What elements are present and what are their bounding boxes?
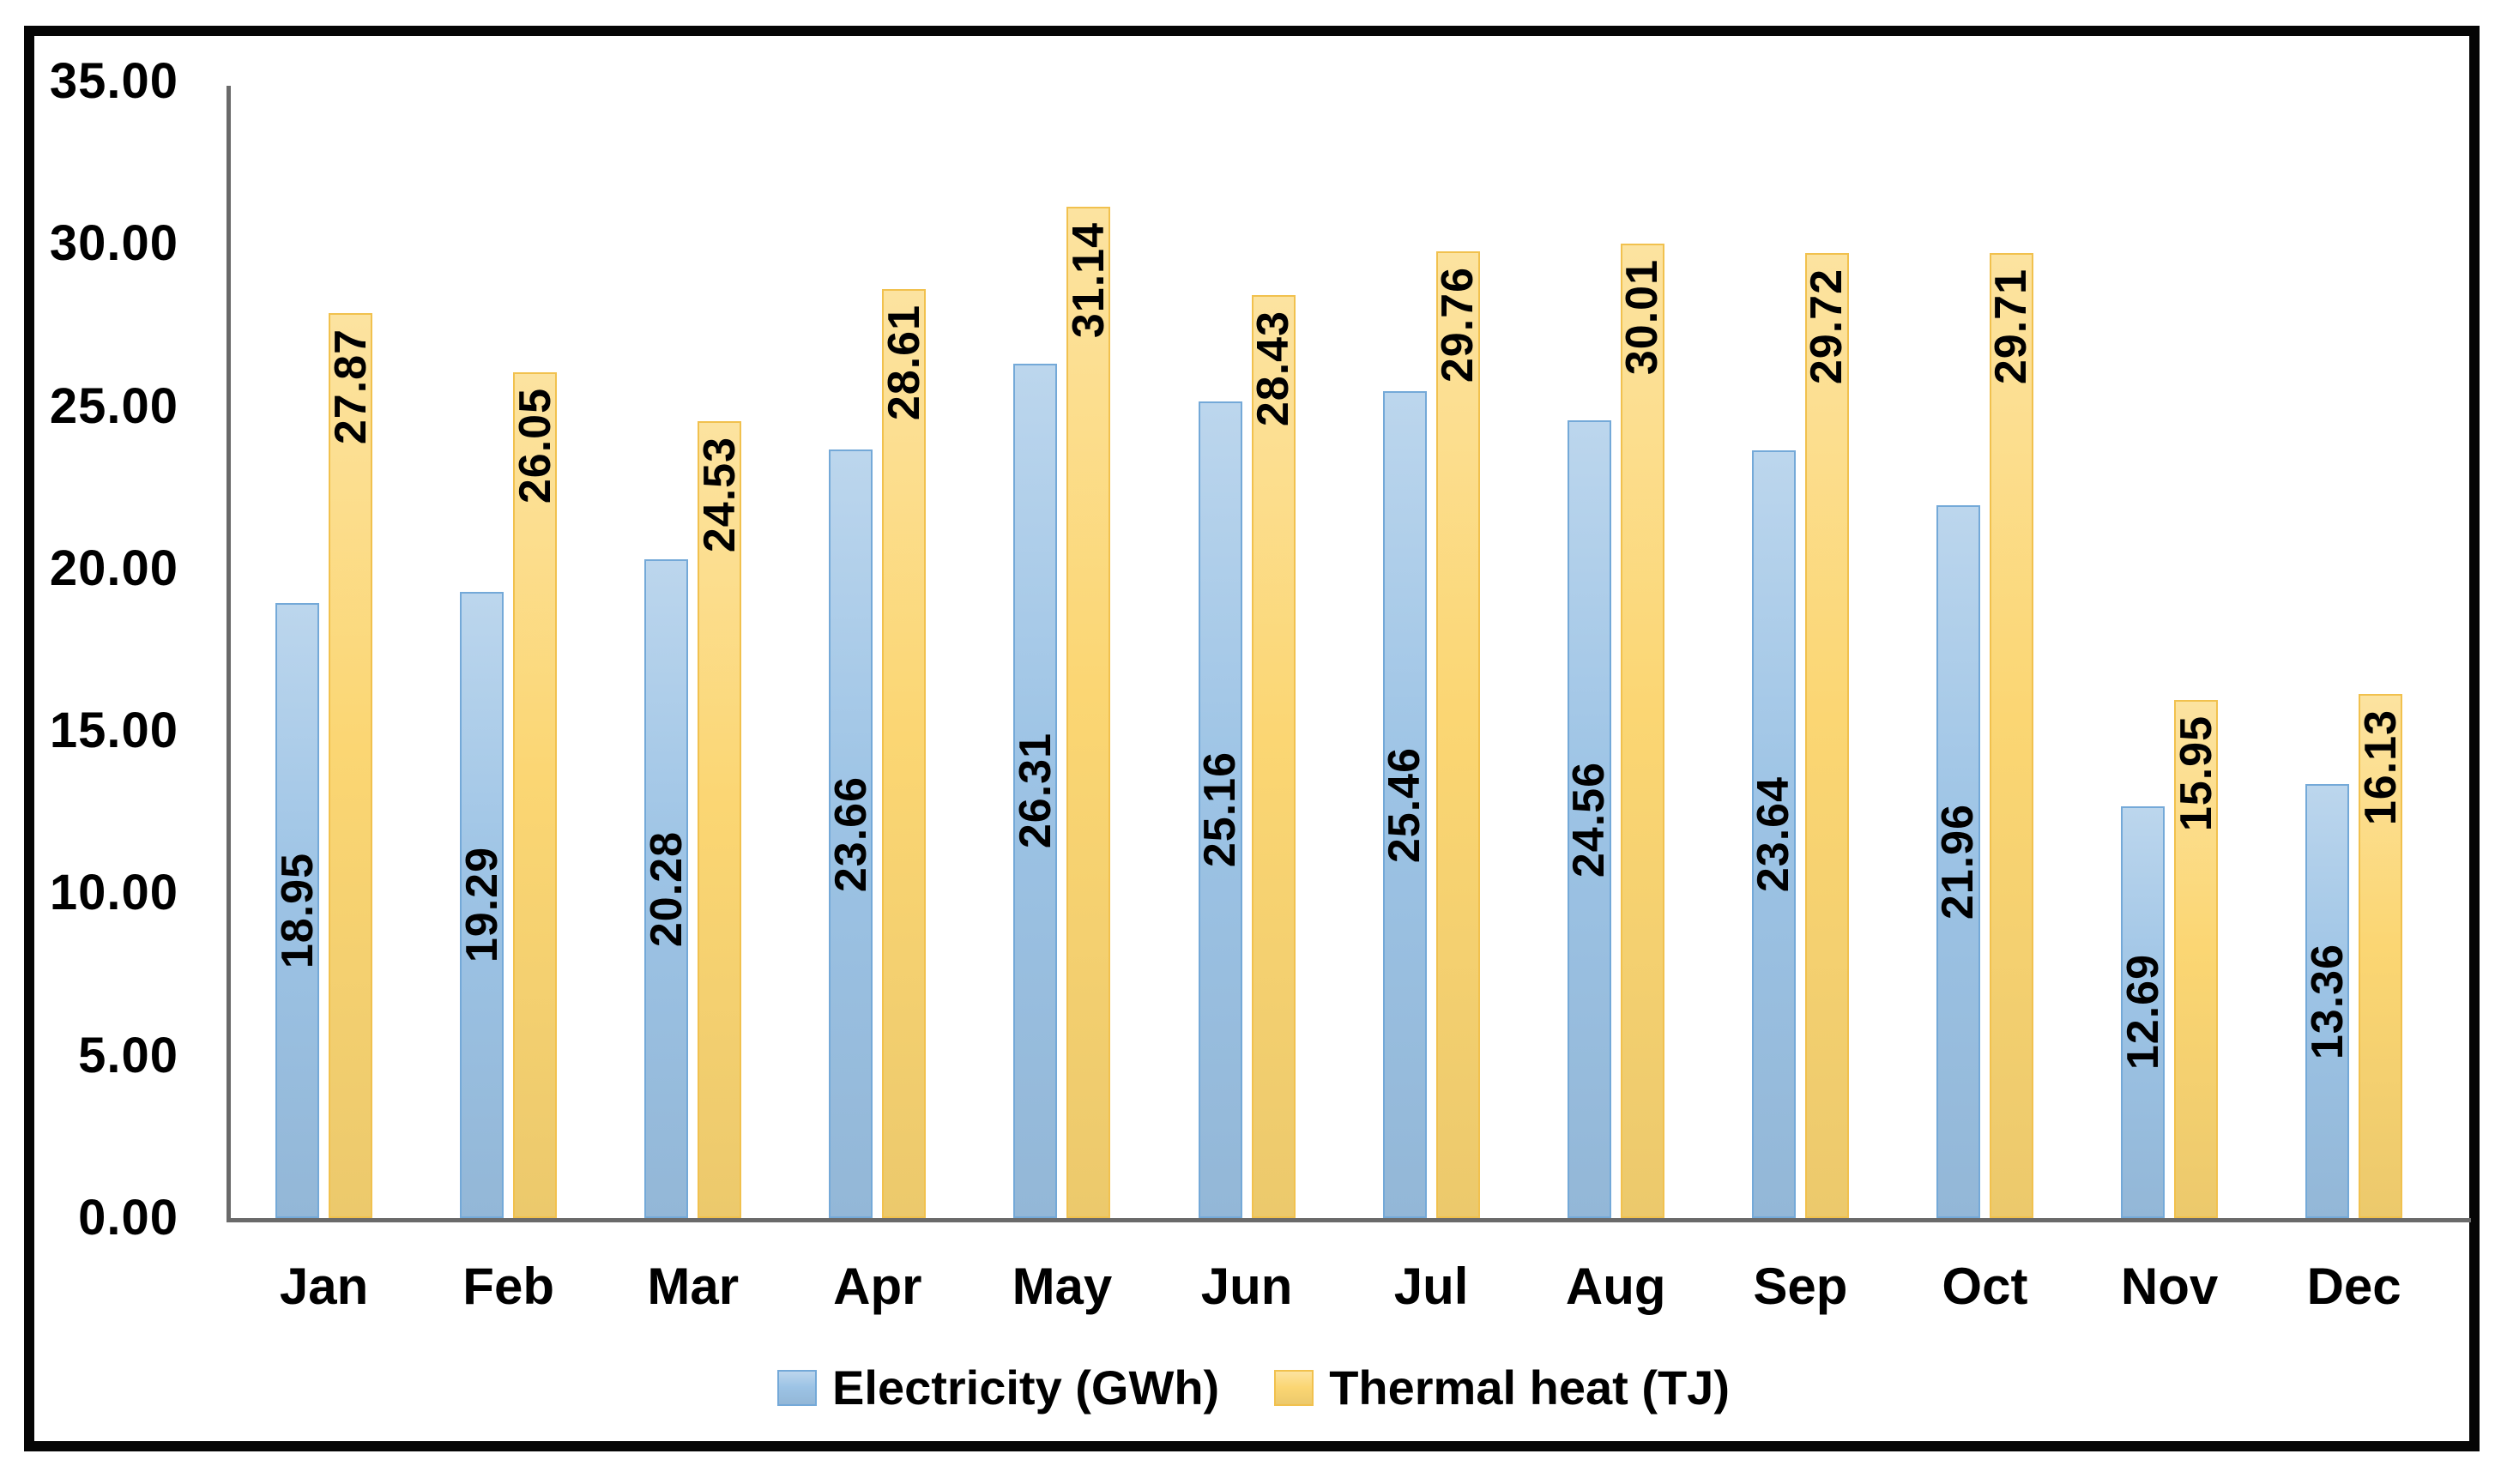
y-axis-tick-label: 30.00 xyxy=(49,215,178,272)
legend-swatch-thermal-heat-tj xyxy=(1274,1370,1314,1406)
bar-value-label: 28.61 xyxy=(879,304,929,421)
bar-value-label: 27.87 xyxy=(325,328,376,445)
bar-value-label: 25.16 xyxy=(1195,751,1246,868)
bar-thermal-heat-tj-jan: 27.87 xyxy=(325,312,376,1218)
bar-value-label: 28.43 xyxy=(1248,310,1299,426)
bar-electricity-gwh-jun: 25.16 xyxy=(1195,401,1246,1218)
bar-electricity-gwh-jul: 25.46 xyxy=(1380,391,1430,1218)
bar-thermal-heat-tj-jun: 28.43 xyxy=(1248,294,1299,1218)
legend: Electricity (GWh) Thermal heat (TJ) xyxy=(0,1348,2507,1427)
legend-swatch-electricity-gwh xyxy=(777,1370,818,1406)
bar-value-label: 20.28 xyxy=(641,830,692,947)
bar-thermal-heat-tj-mar: 24.53 xyxy=(694,421,745,1218)
bar-thermal-heat-tj-apr: 28.61 xyxy=(879,288,929,1218)
bar-value-label: 31.14 xyxy=(1063,222,1114,339)
bar-value-label: 23.66 xyxy=(825,775,876,892)
legend-label-electricity-gwh: Electricity (GWh) xyxy=(832,1360,1220,1415)
y-axis-tick-label: 20.00 xyxy=(49,540,178,596)
bar-value-label: 29.72 xyxy=(1802,268,1852,385)
bar-value-label: 24.56 xyxy=(1564,761,1615,878)
x-axis-category-label: Mar xyxy=(647,1258,740,1315)
bar-thermal-heat-tj-sep: 29.72 xyxy=(1802,252,1852,1218)
bar-value-label: 29.76 xyxy=(1433,267,1483,383)
bar-electricity-gwh-may: 26.31 xyxy=(1010,363,1060,1218)
bar-electricity-gwh-jan: 18.95 xyxy=(272,602,323,1218)
bar-electricity-gwh-mar: 20.28 xyxy=(641,559,692,1218)
bar-value-label: 25.46 xyxy=(1380,746,1430,863)
x-axis-category-label: May xyxy=(1012,1258,1113,1315)
bar-electricity-gwh-oct: 21.96 xyxy=(1933,504,1984,1218)
x-axis-category-label: Jan xyxy=(279,1258,369,1315)
bar-value-label: 15.95 xyxy=(2171,715,2221,832)
bar-value-label: 30.01 xyxy=(1617,258,1668,376)
bar-thermal-heat-tj-oct: 29.71 xyxy=(1986,253,2037,1218)
y-axis-tick-label: 35.00 xyxy=(49,53,178,109)
bar-thermal-heat-tj-nov: 15.95 xyxy=(2171,700,2221,1218)
legend-item-thermal-heat-tj: Thermal heat (TJ) xyxy=(1274,1364,1730,1412)
bar-thermal-heat-tj-aug: 30.01 xyxy=(1617,243,1668,1218)
bar-value-label: 24.53 xyxy=(694,437,745,553)
bar-thermal-heat-tj-dec: 16.13 xyxy=(2355,694,2406,1218)
x-axis-category-label: Sep xyxy=(1753,1258,1848,1315)
bar-thermal-heat-tj-jul: 29.76 xyxy=(1433,251,1483,1218)
legend-label-thermal-heat-tj: Thermal heat (TJ) xyxy=(1329,1360,1730,1415)
y-axis-line xyxy=(227,86,231,1222)
bar-thermal-heat-tj-may: 31.14 xyxy=(1063,207,1114,1218)
bar-value-label: 21.96 xyxy=(1933,803,1984,920)
y-axis-tick-label: 25.00 xyxy=(49,377,178,434)
chart-border-frame xyxy=(24,26,2480,1451)
x-axis-category-label: Oct xyxy=(1942,1258,2028,1315)
x-axis-line xyxy=(227,1218,2471,1222)
bar-value-label: 26.05 xyxy=(510,387,560,504)
bar-thermal-heat-tj-feb: 26.05 xyxy=(510,371,560,1218)
y-axis-tick-label: 15.00 xyxy=(49,703,178,759)
x-axis-category-label: Jul xyxy=(1393,1258,1469,1315)
x-axis-category-label: Feb xyxy=(462,1258,554,1315)
bar-electricity-gwh-apr: 23.66 xyxy=(825,449,876,1218)
y-axis-tick-label: 10.00 xyxy=(49,865,178,921)
legend-item-electricity-gwh: Electricity (GWh) xyxy=(777,1364,1219,1412)
x-axis-category-label: Dec xyxy=(2306,1258,2401,1315)
bar-value-label: 18.95 xyxy=(272,852,323,968)
bar-electricity-gwh-dec: 13.36 xyxy=(2302,784,2353,1218)
bar-electricity-gwh-nov: 12.69 xyxy=(2117,805,2168,1218)
bar-value-label: 26.31 xyxy=(1010,733,1060,849)
bar-value-label: 12.69 xyxy=(2117,954,2168,1071)
bar-value-label: 23.64 xyxy=(1749,775,1799,893)
bar-electricity-gwh-sep: 23.64 xyxy=(1749,450,1799,1218)
bar-electricity-gwh-feb: 19.29 xyxy=(456,591,507,1218)
x-axis-category-label: Apr xyxy=(833,1258,922,1315)
y-axis-tick-label: 0.00 xyxy=(78,1190,178,1246)
x-axis-category-label: Aug xyxy=(1565,1258,1666,1315)
bar-value-label: 19.29 xyxy=(456,847,507,963)
bar-value-label: 13.36 xyxy=(2302,943,2353,1059)
y-axis-tick-label: 5.00 xyxy=(78,1027,178,1083)
bar-value-label: 16.13 xyxy=(2355,709,2406,826)
x-axis-category-label: Jun xyxy=(1200,1258,1293,1315)
bar-value-label: 29.71 xyxy=(1986,268,2037,385)
bar-electricity-gwh-aug: 24.56 xyxy=(1564,420,1615,1218)
x-axis-category-label: Nov xyxy=(2120,1258,2219,1315)
